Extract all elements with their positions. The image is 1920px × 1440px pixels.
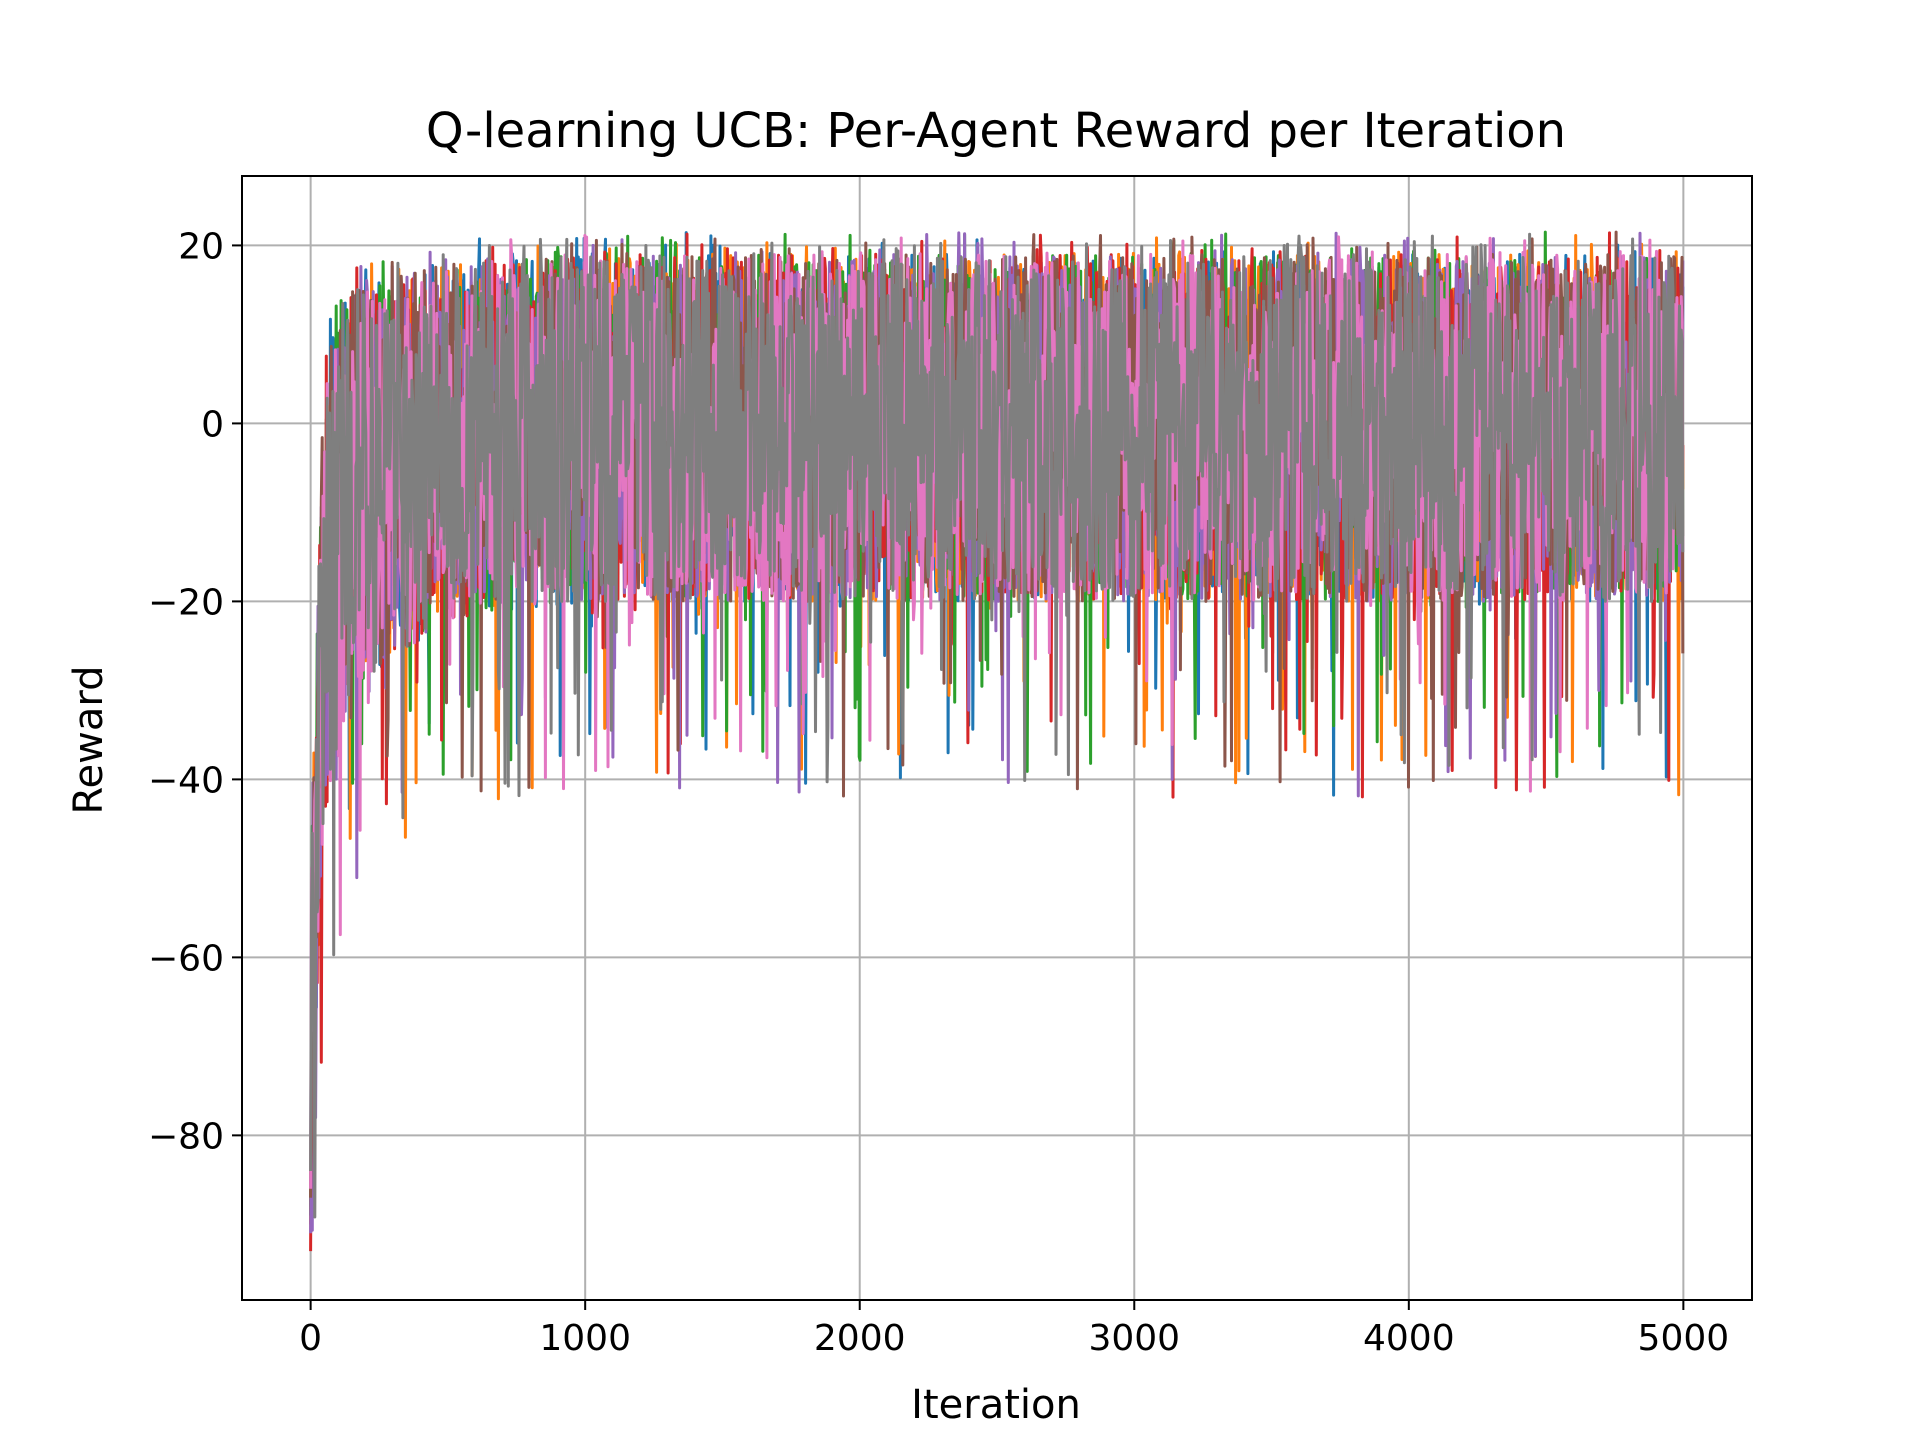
y-tick-label: 20 <box>178 226 224 267</box>
series-line <box>309 232 1685 1219</box>
chart-title: Q-learning UCB: Per-Agent Reward per Ite… <box>426 103 1566 159</box>
y-tick-label: −40 <box>148 760 224 801</box>
y-tick-label: −60 <box>148 938 224 979</box>
x-axis: 0 1000 2000 3000 4000 5000 <box>299 1300 1729 1359</box>
x-tick-label: 0 <box>299 1318 322 1359</box>
series-group <box>309 230 1685 1252</box>
y-axis-label: Reward <box>66 666 112 815</box>
x-tick-label: 5000 <box>1638 1318 1730 1359</box>
y-tick-label: −80 <box>148 1116 224 1157</box>
plot-frame <box>241 175 1753 1301</box>
y-tick-label: 0 <box>201 404 224 445</box>
x-tick-label: 4000 <box>1363 1318 1455 1359</box>
x-tick-label: 2000 <box>814 1318 906 1359</box>
y-axis: −80 −60 −40 −20 0 20 <box>148 226 242 1157</box>
y-tick-label: −20 <box>148 582 224 623</box>
x-axis-label: Iteration <box>911 1382 1081 1428</box>
x-tick-label: 3000 <box>1088 1318 1180 1359</box>
x-tick-label: 1000 <box>539 1318 631 1359</box>
